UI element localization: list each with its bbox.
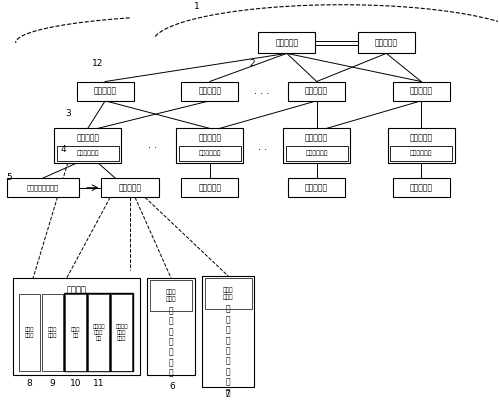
FancyBboxPatch shape (19, 294, 40, 371)
Text: 故障报警
记录及
模块: 故障报警 记录及 模块 (92, 324, 105, 341)
Text: 10: 10 (70, 379, 81, 388)
FancyBboxPatch shape (54, 128, 121, 162)
Text: 2: 2 (249, 58, 255, 67)
FancyBboxPatch shape (283, 128, 350, 162)
FancyBboxPatch shape (285, 146, 348, 161)
Text: 第三服务器: 第三服务器 (305, 134, 328, 143)
Text: 第三服务器: 第三服务器 (76, 134, 99, 143)
Text: 无线收发模块: 无线收发模块 (410, 151, 433, 156)
FancyBboxPatch shape (176, 128, 244, 162)
Text: 第三服务器: 第三服务器 (410, 134, 433, 143)
Text: 备川服务器: 备川服务器 (375, 38, 398, 47)
Text: 备用服务器: 备用服务器 (198, 183, 221, 192)
Text: 备用服务器: 备用服务器 (410, 183, 433, 192)
FancyBboxPatch shape (148, 278, 195, 375)
FancyBboxPatch shape (258, 32, 315, 54)
Text: 1: 1 (195, 2, 200, 11)
Text: 无线收发模块: 无线收发模块 (199, 151, 221, 156)
Text: 无线收
发模块: 无线收 发模块 (223, 288, 234, 300)
Text: 第三服务器: 第三服务器 (198, 134, 221, 143)
FancyBboxPatch shape (57, 146, 119, 161)
FancyBboxPatch shape (179, 146, 241, 161)
Text: 信
号
订
控
制
模
块: 信 号 订 控 制 模 块 (169, 306, 174, 378)
Text: 12: 12 (92, 58, 103, 67)
FancyBboxPatch shape (65, 294, 86, 371)
FancyBboxPatch shape (87, 294, 110, 371)
Text: 第二服务器: 第二服务器 (305, 87, 328, 96)
Text: 4: 4 (60, 145, 66, 154)
Text: 无线收
发模块: 无线收 发模块 (166, 290, 176, 302)
Text: 车间采集汇总模块: 车间采集汇总模块 (27, 184, 59, 191)
Text: 固上多参
数登记
及模块: 固上多参 数登记 及模块 (115, 324, 128, 341)
Text: . .: . . (148, 140, 157, 151)
Text: 第二服务器: 第二服务器 (198, 87, 221, 96)
Text: 数测台
示组: 数测台 示组 (71, 327, 80, 338)
Text: 无线收发模块: 无线收发模块 (305, 151, 328, 156)
FancyBboxPatch shape (64, 294, 87, 371)
Text: 第一服务器: 第一服务器 (275, 38, 298, 47)
FancyBboxPatch shape (110, 294, 133, 371)
FancyBboxPatch shape (13, 278, 140, 375)
Text: . .: . . (258, 142, 267, 153)
Text: 6: 6 (170, 382, 175, 391)
Text: 控制终端: 控制终端 (66, 285, 87, 294)
FancyBboxPatch shape (181, 81, 239, 101)
FancyBboxPatch shape (88, 294, 109, 371)
FancyBboxPatch shape (202, 276, 254, 387)
FancyBboxPatch shape (288, 178, 345, 198)
Text: 备川服务器: 备川服务器 (118, 183, 142, 192)
Text: 7: 7 (224, 390, 230, 399)
Text: 生
产
线
信
息
采
集
模
块: 生 产 线 信 息 采 集 模 块 (226, 305, 231, 397)
FancyBboxPatch shape (390, 146, 452, 161)
FancyBboxPatch shape (150, 280, 192, 311)
Text: 3: 3 (65, 109, 71, 118)
Text: 备用服务器: 备用服务器 (94, 87, 117, 96)
FancyBboxPatch shape (101, 178, 159, 198)
Text: 5: 5 (7, 173, 12, 182)
FancyBboxPatch shape (181, 178, 239, 198)
FancyBboxPatch shape (393, 178, 450, 198)
Text: 无线收
发模块: 无线收 发模块 (25, 327, 34, 338)
Text: 11: 11 (93, 379, 104, 388)
Text: . . .: . . . (254, 86, 269, 96)
Text: 9: 9 (50, 379, 55, 388)
Text: 备川服务器: 备川服务器 (410, 87, 433, 96)
FancyBboxPatch shape (205, 278, 252, 309)
FancyBboxPatch shape (288, 81, 345, 101)
FancyBboxPatch shape (393, 81, 450, 101)
FancyBboxPatch shape (76, 81, 134, 101)
FancyBboxPatch shape (7, 178, 79, 198)
FancyBboxPatch shape (358, 32, 415, 54)
Text: 无线收发模块: 无线收发模块 (76, 151, 99, 156)
Text: 车位定
位模块: 车位定 位模块 (48, 327, 57, 338)
FancyBboxPatch shape (388, 128, 455, 162)
FancyBboxPatch shape (111, 294, 132, 371)
FancyBboxPatch shape (42, 294, 63, 371)
Text: 备川服务器: 备川服务器 (305, 183, 328, 192)
Text: 8: 8 (27, 379, 32, 388)
